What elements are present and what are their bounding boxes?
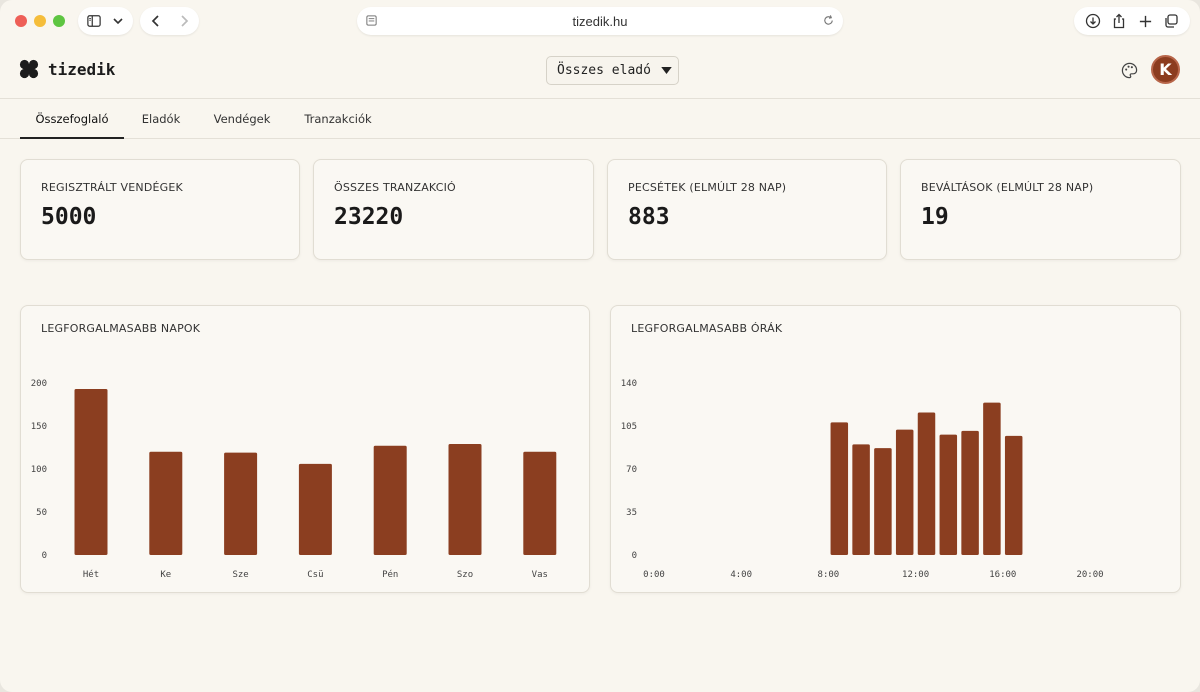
sidebar-icon bbox=[87, 15, 101, 27]
bar[interactable] bbox=[852, 444, 870, 555]
chart-title: LEGFORGALMASABB ÓRÁK bbox=[631, 322, 783, 335]
reload-icon[interactable] bbox=[822, 14, 835, 27]
caret-down-icon bbox=[661, 67, 672, 74]
bar[interactable] bbox=[830, 422, 849, 555]
y-tick-label: 200 bbox=[31, 379, 47, 389]
y-tick-label: 150 bbox=[31, 422, 47, 432]
bar[interactable] bbox=[895, 429, 914, 555]
history-nav bbox=[140, 7, 199, 35]
x-tick-label: Pén bbox=[382, 569, 398, 580]
stat-value: 23220 bbox=[334, 204, 404, 230]
new-tab-icon[interactable] bbox=[1138, 14, 1153, 29]
share-icon[interactable] bbox=[1111, 13, 1127, 29]
stat-card-stamps: PECSÉTEK (ELMÚLT 28 NAP) 883 bbox=[607, 159, 887, 260]
chart-title: LEGFORGALMASABB NAPOK bbox=[41, 322, 201, 335]
x-tick-label: 0:00 bbox=[643, 570, 665, 580]
sidebar-toggle-button[interactable] bbox=[78, 7, 133, 35]
x-tick-label: Vas bbox=[532, 570, 548, 580]
chart-card-busiest-hours: LEGFORGALMASABB ÓRÁK 0 35 70 105 140 0:00 4:00… bbox=[610, 305, 1181, 593]
x-tick-label: Sze bbox=[232, 570, 248, 580]
y-tick-label: 100 bbox=[31, 465, 47, 475]
palette-icon[interactable] bbox=[1121, 62, 1138, 79]
tab-guests[interactable]: Vendégek bbox=[213, 112, 271, 126]
main-tabs: Összefoglaló Eladók Vendégek Tranzakciók bbox=[0, 98, 1200, 139]
y-tick-label: 0 bbox=[42, 551, 47, 561]
x-tick-label: 16:00 bbox=[989, 570, 1016, 580]
tab-transactions[interactable]: Tranzakciók bbox=[304, 112, 372, 126]
bar[interactable] bbox=[149, 451, 183, 555]
y-tick-label: 0 bbox=[632, 551, 637, 561]
bar[interactable] bbox=[224, 452, 258, 555]
chevron-down-icon bbox=[113, 18, 123, 25]
stat-label: ÖSSZES TRANZAKCIÓ bbox=[334, 181, 456, 194]
x-tick-label: 8:00 bbox=[818, 570, 840, 580]
tab-sellers[interactable]: Eladók bbox=[141, 112, 181, 126]
tabs-overview-icon[interactable] bbox=[1163, 13, 1179, 29]
page-icon bbox=[366, 15, 377, 26]
bar[interactable] bbox=[961, 430, 979, 555]
x-tick-label: Szo bbox=[457, 570, 473, 580]
y-tick-label: 70 bbox=[626, 465, 637, 475]
y-tick-label: 35 bbox=[626, 508, 637, 518]
download-icon[interactable] bbox=[1085, 13, 1101, 29]
x-tick-label: Ke bbox=[160, 570, 171, 580]
back-icon[interactable] bbox=[149, 14, 163, 28]
seller-select[interactable]: Összes eladó bbox=[546, 56, 679, 85]
stat-label: BEVÁLTÁSOK (ELMÚLT 28 NAP) bbox=[921, 181, 1094, 194]
stat-label: PECSÉTEK (ELMÚLT 28 NAP) bbox=[628, 181, 787, 194]
minimize-window-button[interactable] bbox=[34, 15, 46, 27]
stat-card-registered-guests: REGISZTRÁLT VENDÉGEK 5000 bbox=[20, 159, 300, 260]
seller-select-value: Összes eladó bbox=[557, 63, 651, 78]
busiest-hours-chart: 0 35 70 105 140 0:00 4:00 8:00 12:00 16:00 20:00 bbox=[621, 379, 1104, 580]
bar[interactable] bbox=[917, 412, 936, 555]
busiest-days-chart: 0 50 100 150 200 Hét Ke Sze Csü Pén Szo Vas bbox=[31, 379, 557, 580]
y-tick-label: 50 bbox=[36, 508, 47, 518]
avatar-letter: K bbox=[1159, 60, 1172, 79]
x-tick-label: 4:00 bbox=[730, 570, 752, 580]
bar[interactable] bbox=[373, 445, 407, 555]
x-tick-label: Hét bbox=[83, 569, 99, 580]
stat-card-total-transactions: ÖSSZES TRANZAKCIÓ 23220 bbox=[313, 159, 594, 260]
tab-summary[interactable]: Összefoglaló bbox=[20, 99, 124, 139]
logo-text: tizedik bbox=[48, 59, 116, 79]
forward-icon[interactable] bbox=[177, 14, 191, 28]
bar[interactable] bbox=[939, 434, 958, 555]
stat-card-redemptions: BEVÁLTÁSOK (ELMÚLT 28 NAP) 19 bbox=[900, 159, 1181, 260]
bar[interactable] bbox=[983, 402, 1001, 555]
y-tick-label: 140 bbox=[621, 379, 637, 389]
maximize-window-button[interactable] bbox=[53, 15, 65, 27]
browser-actions bbox=[1074, 7, 1190, 35]
logo-icon bbox=[19, 59, 39, 79]
x-tick-label: 20:00 bbox=[1076, 570, 1103, 580]
stat-value: 19 bbox=[921, 204, 949, 230]
bar[interactable] bbox=[874, 448, 892, 555]
y-tick-label: 105 bbox=[621, 422, 637, 432]
stat-label: REGISZTRÁLT VENDÉGEK bbox=[41, 181, 183, 194]
app-header: tizedik Összes eladó K bbox=[0, 42, 1200, 98]
close-window-button[interactable] bbox=[15, 15, 27, 27]
x-tick-label: Csü bbox=[307, 570, 323, 580]
bar[interactable] bbox=[523, 451, 557, 555]
logo[interactable]: tizedik bbox=[19, 59, 115, 79]
bar[interactable] bbox=[74, 389, 108, 555]
address-bar[interactable]: tizedik.hu bbox=[357, 7, 843, 35]
browser-toolbar: tizedik.hu bbox=[0, 0, 1200, 42]
avatar[interactable]: K bbox=[1151, 55, 1180, 84]
stat-value: 883 bbox=[628, 204, 670, 230]
bar[interactable] bbox=[298, 463, 332, 555]
x-tick-label: 12:00 bbox=[902, 570, 929, 580]
bar[interactable] bbox=[448, 444, 482, 555]
stat-value: 5000 bbox=[41, 204, 97, 230]
chart-card-busiest-days: LEGFORGALMASABB NAPOK 0 50 100 150 200 Hét Ke S… bbox=[20, 305, 590, 593]
url-text: tizedik.hu bbox=[572, 13, 628, 29]
bar[interactable] bbox=[1004, 435, 1023, 555]
